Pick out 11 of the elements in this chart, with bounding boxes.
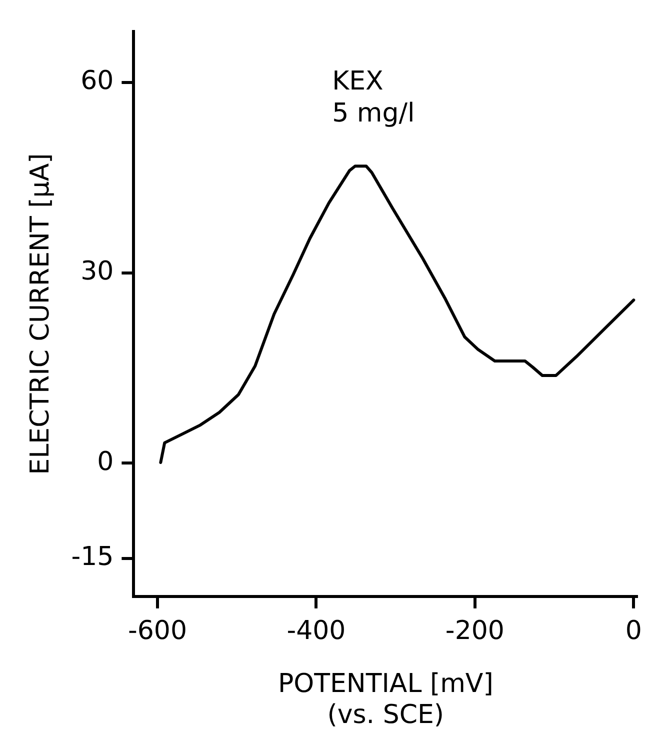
y-tick-label: 30 <box>80 256 114 286</box>
x-tick-label: -200 <box>445 616 504 646</box>
y-tick-label: -15 <box>71 542 114 572</box>
x-tick-label: -600 <box>128 616 187 646</box>
y-axis-title: ELECTRIC CURRENT [μA] <box>25 153 56 475</box>
x-axis-title: POTENTIAL [mV] (vs. SCE) <box>278 668 494 730</box>
y-tick-label: 0 <box>97 446 114 477</box>
annotation: KEX 5 mg/l <box>332 66 415 128</box>
x-tick-label: -400 <box>286 616 346 646</box>
x-tick-label: 0 <box>625 616 642 646</box>
y-tick-label: 60 <box>80 66 114 96</box>
